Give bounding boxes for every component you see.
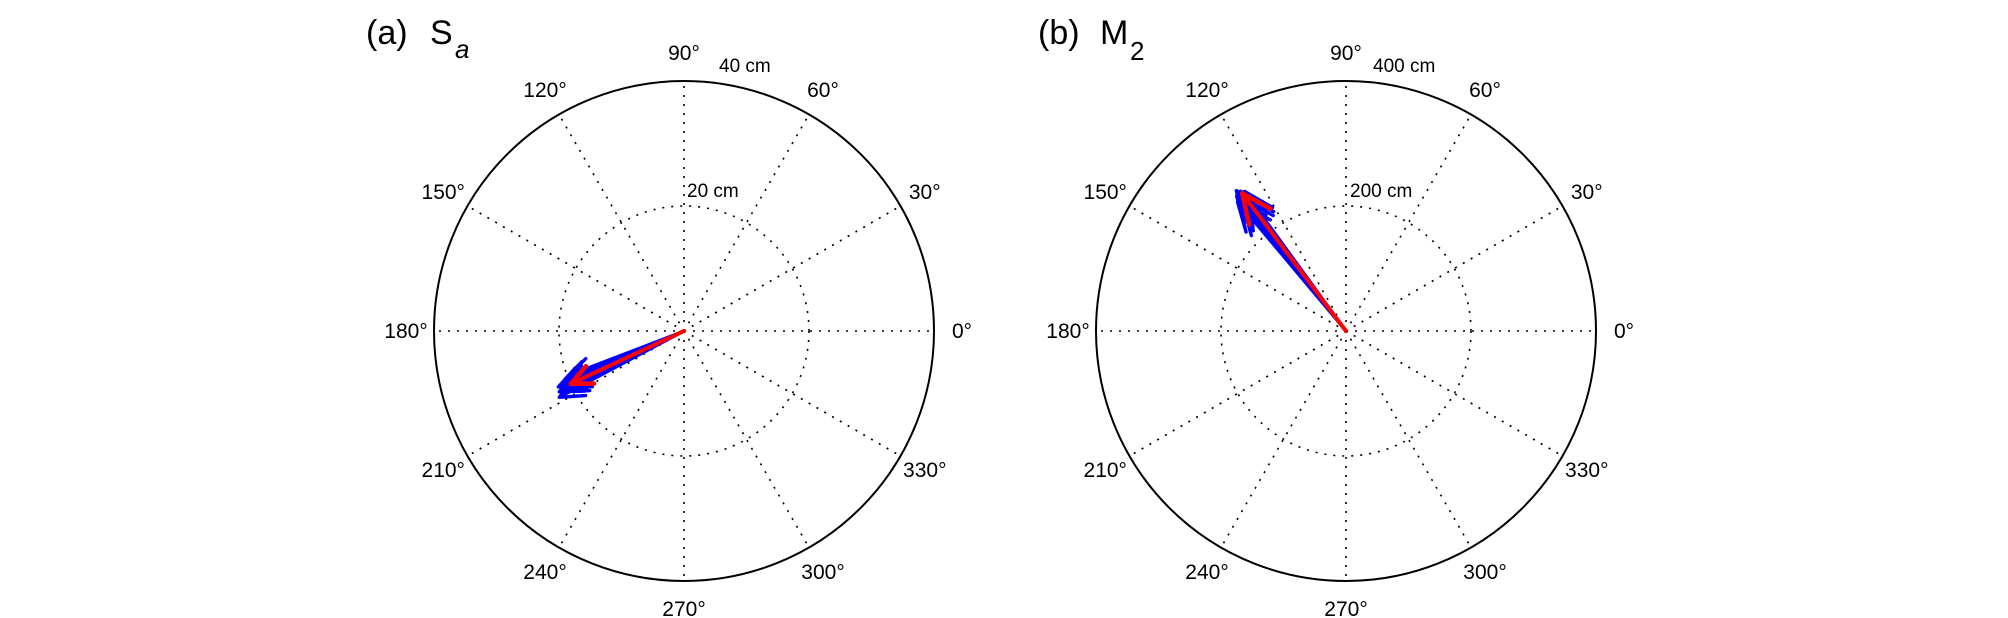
compass-panel-a: (a) S a 20 cm 40 cm 0° 30° 60° 90° 120° 150° 1… xyxy=(366,14,972,618)
panel-a-angle-tick-label: 120° xyxy=(523,79,566,102)
panel-b-title: M xyxy=(1100,14,1128,52)
panel-a-ring-labels: 20 cm 40 cm xyxy=(687,56,771,202)
panel-b-angle-tick-label: 120° xyxy=(1185,79,1228,102)
panel-a-title: S xyxy=(430,14,453,52)
panel-a-mean-vector xyxy=(568,329,686,387)
panel-a-spoke xyxy=(467,205,685,332)
panel-b-spoke xyxy=(1345,330,1563,457)
panel-b-angle-tick-label: 330° xyxy=(1565,459,1608,482)
panel-a-angle-tick-label: 300° xyxy=(801,561,844,584)
panel-a-angle-tick-label: 270° xyxy=(662,598,705,618)
panel-a-title-subscript: a xyxy=(455,34,469,64)
panel-a-spoke xyxy=(558,114,685,332)
compass-panel-b: (b) M 2 200 cm 400 cm 0° 30° 60° 90° 120° 150… xyxy=(1038,14,1634,618)
panel-b-angle-tick-label: 180° xyxy=(1046,320,1089,343)
panel-a-inner-ring xyxy=(558,205,810,457)
panel-a-ring-label-outer: 40 cm xyxy=(719,56,771,77)
panel-b-inner-ring xyxy=(1220,205,1472,457)
panel-b-angle-tick-label: 30° xyxy=(1571,181,1603,204)
panel-a-angle-tick-label: 240° xyxy=(523,561,566,584)
panel-b-angle-tick-label: 0° xyxy=(1614,320,1634,343)
panel-b-angle-tick-label: 300° xyxy=(1463,561,1506,584)
panel-b-angle-tick-label: 60° xyxy=(1469,79,1501,102)
panel-b-ring-label-inner: 200 cm xyxy=(1350,181,1412,202)
panel-a-angle-tick-label: 330° xyxy=(903,459,946,482)
panel-a-angle-tick-label: 180° xyxy=(384,320,427,343)
panel-b-outer-ring xyxy=(1095,80,1597,582)
panel-a-spoke xyxy=(683,330,810,548)
panel-a-vectors xyxy=(556,329,686,400)
panel-b-spoke xyxy=(1220,114,1347,332)
panel-b-title-subscript: 2 xyxy=(1130,36,1144,66)
panel-a-spoke xyxy=(558,330,685,548)
panel-b-angle-tick-label: 90° xyxy=(1330,42,1362,65)
panel-a-spoke xyxy=(683,205,901,332)
panel-a-outer-ring xyxy=(433,80,935,582)
panel-b-angle-tick-label: 240° xyxy=(1185,561,1228,584)
panel-b-spoke xyxy=(1220,330,1347,548)
panel-b-spoke xyxy=(1129,205,1347,332)
panel-a-angle-tick-label: 210° xyxy=(422,459,465,482)
panel-a-angle-tick-label: 90° xyxy=(668,42,700,65)
panel-b-ring-label-outer: 400 cm xyxy=(1373,56,1435,77)
panel-b-spoke xyxy=(1129,330,1347,457)
panel-a-ring-label-inner: 20 cm xyxy=(687,181,739,202)
panel-b-spoke xyxy=(1345,114,1472,332)
panel-a-angle-tick-label: 30° xyxy=(909,181,941,204)
panel-b-ring-labels: 200 cm 400 cm xyxy=(1350,56,1435,202)
panel-b-angle-tick-label: 270° xyxy=(1324,598,1367,618)
panel-a-spoke xyxy=(683,330,901,457)
panel-b-spoke xyxy=(1345,205,1563,332)
panel-a-spoke xyxy=(683,114,810,332)
panel-b-angle-ticks: 0° 30° 60° 90° 120° 150° 180° 210° 240° 270° 300° 3… xyxy=(1046,42,1634,618)
panel-b-label: (b) xyxy=(1038,14,1080,52)
panel-a-angle-tick-label: 150° xyxy=(422,181,465,204)
panel-a-spoke xyxy=(467,330,685,457)
panel-b-grid xyxy=(1095,80,1597,582)
panel-a-grid xyxy=(433,80,935,582)
panel-b-vectors xyxy=(1234,188,1348,333)
panel-b-spoke xyxy=(1345,330,1472,548)
panel-a-angle-ticks: 0° 30° 60° 90° 120° 150° 180° 210° 240° 270° 300° 3… xyxy=(384,42,972,618)
panel-b-angle-tick-label: 150° xyxy=(1084,181,1127,204)
panel-a-angle-tick-label: 0° xyxy=(952,320,972,343)
panel-b-angle-tick-label: 210° xyxy=(1084,459,1127,482)
panel-a-angle-tick-label: 60° xyxy=(807,79,839,102)
panel-b-mean-vector xyxy=(1239,190,1348,333)
panel-a-label: (a) xyxy=(366,14,408,52)
